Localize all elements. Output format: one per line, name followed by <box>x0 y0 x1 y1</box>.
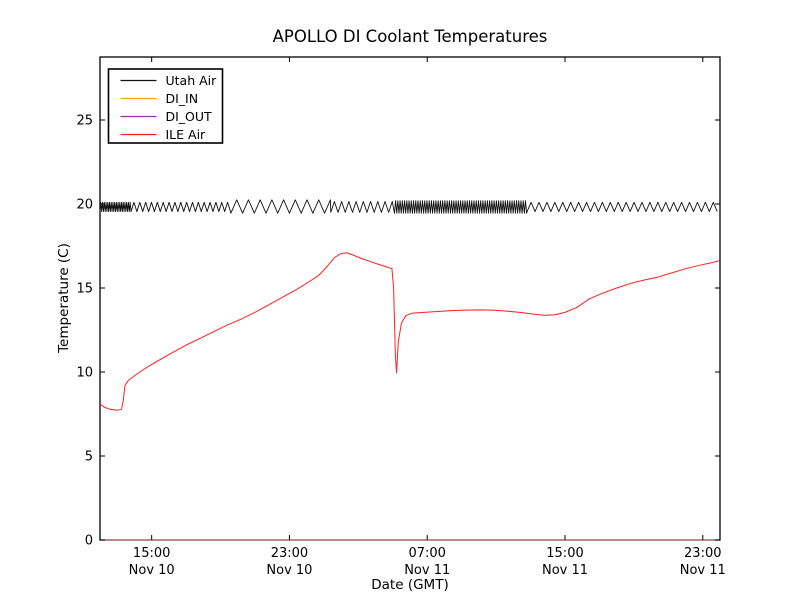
x-tick-label-time: 15:00 <box>133 546 170 561</box>
x-tick-label-time: 07:00 <box>408 546 445 561</box>
x-tick-label-time: 23:00 <box>271 546 308 561</box>
y-tick-label: 0 <box>85 534 93 549</box>
legend-entry-label: Utah Air <box>166 73 218 88</box>
legend-entry-label: ILE Air <box>166 127 207 142</box>
x-tick-label-date: Nov 11 <box>542 563 588 578</box>
y-tick-label: 20 <box>76 198 93 213</box>
x-axis-label: Date (GMT) <box>371 577 448 593</box>
data-series-lines <box>99 199 720 411</box>
legend-box: Utah Air DI_IN DI_OUT ILE Air <box>107 68 224 144</box>
y-tick-label: 25 <box>76 114 93 129</box>
x-tick-label-time: 23:00 <box>684 546 721 561</box>
y-axis-label: Temperature (C) <box>56 243 72 354</box>
series-utah-air <box>99 199 718 214</box>
legend-entry-label: DI_IN <box>166 91 199 106</box>
x-tick-label-date: Nov 10 <box>266 563 312 578</box>
chart-title: APOLLO DI Coolant Temperatures <box>273 27 548 46</box>
x-tick-label-date: Nov 10 <box>129 563 175 578</box>
series-ile-air <box>99 252 720 411</box>
x-tick-label-date: Nov 11 <box>680 563 726 578</box>
y-tick-label: 10 <box>76 366 93 381</box>
y-tick-label: 5 <box>85 450 93 465</box>
y-tick-label: 15 <box>76 282 93 297</box>
x-tick-label-time: 15:00 <box>546 546 583 561</box>
legend-frame <box>107 68 224 144</box>
x-tick-label-date: Nov 11 <box>404 563 450 578</box>
legend-entry-label: DI_OUT <box>166 109 213 124</box>
axis-tick-labels: 15:00 Nov 10 23:00 Nov 10 07:00 Nov 11 15:00 No… <box>76 114 725 579</box>
